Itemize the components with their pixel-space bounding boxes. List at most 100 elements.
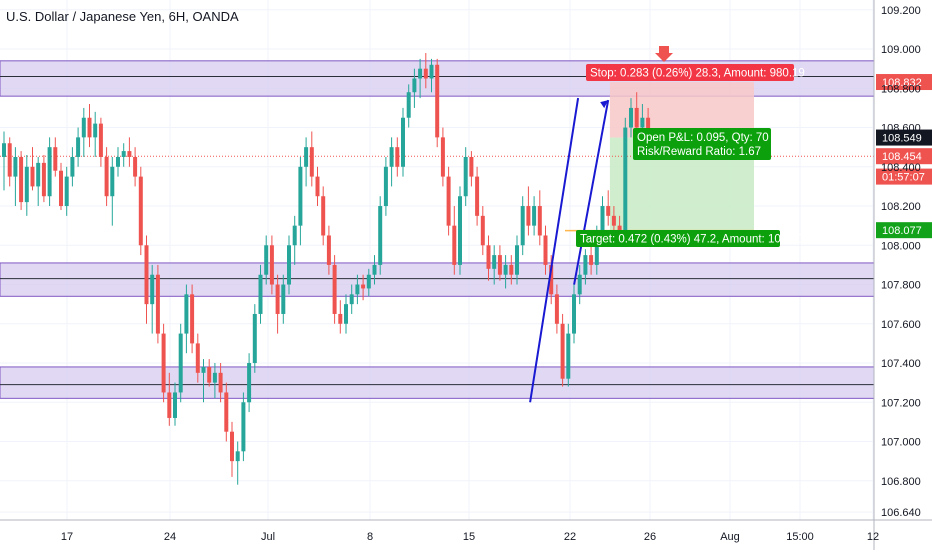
price-label: 108.077 bbox=[882, 225, 922, 237]
candle-body bbox=[600, 206, 605, 236]
candle-body bbox=[640, 117, 645, 128]
candle-body bbox=[87, 117, 92, 138]
y-tick-label: 108.800 bbox=[881, 83, 921, 95]
zone-rect bbox=[0, 366, 875, 399]
candle-body bbox=[218, 372, 223, 393]
trend-arrowhead bbox=[600, 100, 609, 109]
candle-body bbox=[235, 451, 240, 462]
candle-body bbox=[611, 215, 616, 226]
pnl-label: Open P&L: 0.095, Qty: 70 bbox=[637, 132, 769, 144]
candle-body bbox=[623, 127, 628, 236]
candle-body bbox=[383, 166, 388, 207]
price-label-bg bbox=[876, 129, 932, 146]
candle-body bbox=[429, 64, 434, 79]
candle-body bbox=[418, 68, 423, 79]
candle-body bbox=[184, 294, 189, 334]
candle-body bbox=[104, 156, 109, 197]
y-tick-label: 107.000 bbox=[881, 437, 921, 449]
candle-body bbox=[435, 64, 440, 138]
candle-body bbox=[19, 156, 24, 203]
price-label-bg bbox=[876, 74, 932, 91]
trend-line-lower bbox=[529, 97, 580, 403]
candle-body bbox=[469, 156, 474, 177]
candle-body bbox=[366, 274, 371, 289]
candle-body bbox=[47, 147, 52, 197]
pnl-box-bg bbox=[633, 128, 771, 160]
candle-body bbox=[201, 366, 206, 373]
candle-body bbox=[133, 156, 138, 177]
y-tick-label: 108.200 bbox=[881, 201, 921, 213]
y-tick-label: 107.600 bbox=[881, 319, 921, 331]
candle-body bbox=[116, 156, 120, 167]
candle-body bbox=[70, 156, 75, 177]
x-tick-label: 22 bbox=[564, 531, 576, 543]
candle-body bbox=[372, 264, 377, 275]
x-tick-label: 26 bbox=[644, 531, 656, 543]
candle-body bbox=[634, 107, 639, 128]
candle-body bbox=[440, 137, 445, 177]
candle-body bbox=[355, 284, 360, 295]
y-tick-label: 107.400 bbox=[881, 358, 921, 370]
y-tick-label: 109.200 bbox=[881, 5, 921, 17]
candle-body bbox=[543, 235, 548, 265]
candle-body bbox=[241, 402, 246, 452]
candle-body bbox=[492, 255, 497, 269]
candle-body bbox=[150, 274, 155, 305]
x-tick-label: 15:00 bbox=[786, 531, 814, 543]
candle-body bbox=[76, 137, 81, 157]
candle-body bbox=[13, 156, 18, 177]
y-tick-label: 109.000 bbox=[881, 44, 921, 56]
candle-body bbox=[503, 264, 508, 275]
candle-body bbox=[98, 123, 103, 157]
candle-body bbox=[275, 284, 280, 314]
candle-body bbox=[258, 274, 263, 314]
candle-body bbox=[549, 264, 554, 295]
position-labels: Stop: 0.283 (0.26%) 28.3, Amount: 980.19… bbox=[576, 64, 932, 247]
chart-title: U.S. Dollar / Japanese Yen, 6H, OANDA bbox=[6, 9, 239, 24]
candle-body bbox=[224, 392, 229, 432]
zone-rect bbox=[0, 262, 875, 297]
price-label-bg bbox=[876, 148, 932, 165]
candle-body bbox=[344, 304, 348, 324]
candle-body bbox=[195, 343, 200, 373]
stop-marker-icon bbox=[655, 46, 673, 62]
candle-body bbox=[2, 143, 6, 157]
x-tick-label: Aug bbox=[720, 531, 740, 543]
candle-body bbox=[64, 176, 69, 207]
trend-line-arrow bbox=[573, 99, 610, 285]
x-tick-label: 15 bbox=[463, 531, 475, 543]
x-tick-label: 17 bbox=[61, 531, 73, 543]
candle-body bbox=[526, 206, 531, 226]
candle-body bbox=[577, 274, 582, 295]
candle-body bbox=[7, 143, 12, 177]
candle-body bbox=[144, 245, 149, 305]
candle-body bbox=[138, 176, 143, 246]
x-tick-label: 24 bbox=[164, 531, 176, 543]
candle-body bbox=[583, 255, 588, 275]
candle-body bbox=[480, 215, 485, 246]
candle-body bbox=[93, 123, 98, 138]
y-tick-label: 108.000 bbox=[881, 240, 921, 252]
target-label: Target: 0.472 (0.43%) 47.2, Amount: 1033… bbox=[580, 234, 810, 246]
candle-body bbox=[326, 235, 331, 265]
candle-body bbox=[458, 196, 462, 265]
candle-body bbox=[395, 147, 400, 167]
candle-body bbox=[30, 166, 35, 187]
candle-body bbox=[264, 245, 269, 275]
candle-body bbox=[606, 206, 611, 216]
candle-body bbox=[572, 294, 576, 334]
candle-body bbox=[59, 170, 63, 207]
candle-body bbox=[247, 363, 252, 403]
candle-body bbox=[121, 151, 126, 157]
candle-body bbox=[81, 117, 86, 138]
candle-body bbox=[230, 431, 234, 462]
y-tick-label: 107.800 bbox=[881, 280, 921, 292]
candle-body bbox=[520, 206, 525, 246]
x-tick-label: Jul bbox=[261, 531, 275, 543]
y-tick-label: 107.200 bbox=[881, 397, 921, 409]
trend-line bbox=[529, 46, 673, 403]
y-tick-label: 108.600 bbox=[881, 123, 921, 135]
candle-body bbox=[554, 294, 559, 324]
candle-body bbox=[212, 372, 217, 383]
